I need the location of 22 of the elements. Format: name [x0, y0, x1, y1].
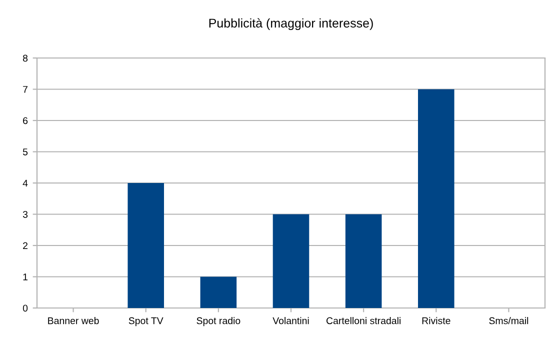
bar [418, 89, 454, 308]
bar [272, 214, 310, 308]
y-tick-label: 4 [22, 180, 28, 187]
x-tick-label: Riviste [422, 317, 450, 324]
y-tick-label: 8 [22, 54, 28, 62]
y-tick-label: 1 [23, 274, 28, 280]
chart-title: Pubblicità (maggior interesse) [209, 18, 373, 30]
x-tick-label: Sms/mail [489, 317, 528, 324]
bar [200, 276, 237, 308]
bar [345, 214, 382, 308]
y-tick-label: 7 [23, 86, 28, 93]
x-tick-label: Spot TV [128, 317, 164, 326]
x-tick-label: Volantini [272, 317, 309, 324]
bar [128, 183, 164, 308]
x-tick-label: Spot radio [196, 317, 240, 326]
y-tick-label: 6 [23, 117, 28, 124]
y-tick-label: 5 [22, 148, 28, 156]
y-tick-label: 3 [22, 210, 28, 218]
y-tick-label: 2 [23, 242, 28, 250]
y-tick-label: 0 [22, 304, 28, 312]
x-tick-label: Banner web [48, 317, 99, 324]
x-tick-label: Cartelloni stradali [326, 317, 400, 324]
